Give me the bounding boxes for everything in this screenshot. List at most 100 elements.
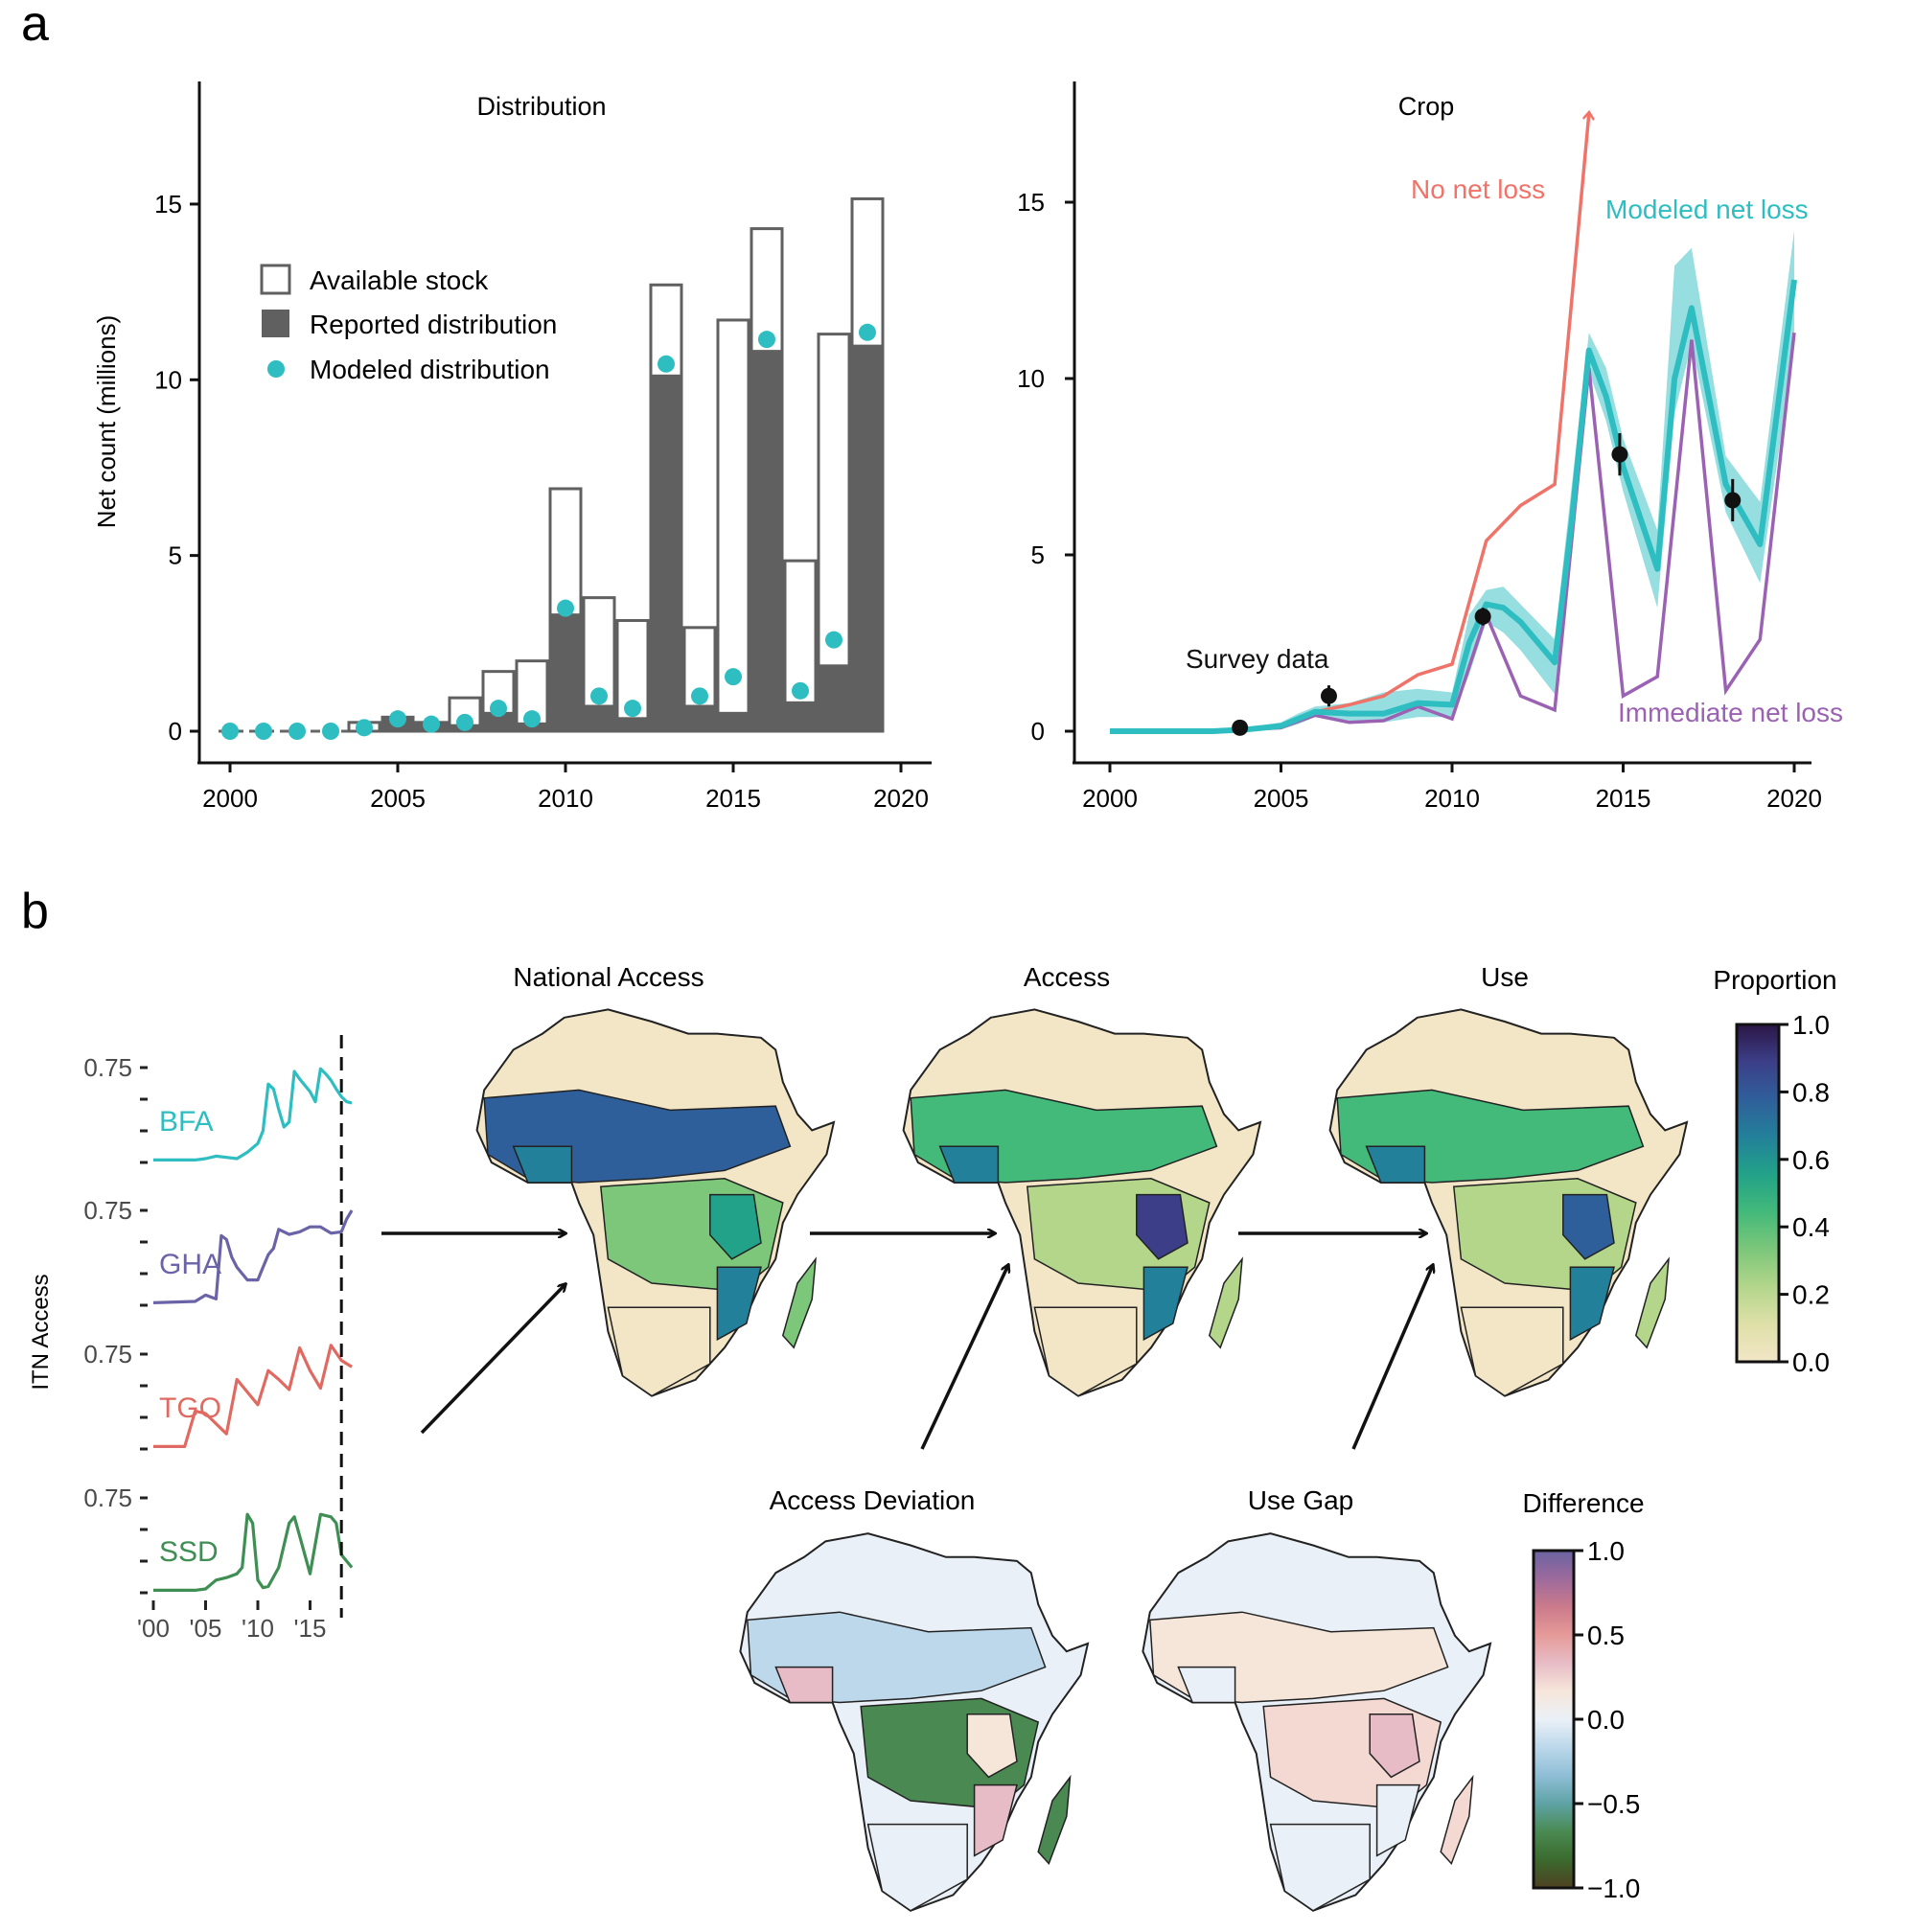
available-stock-bar [716,318,750,733]
annotation-modeled-net-loss: Modeled net loss [1605,195,1809,224]
legend-swatch-available-stock [260,264,291,295]
region-west-coast [938,1145,1000,1184]
colorbar-difference-tick-label: 0.5 [1587,1621,1625,1650]
flow-arrows [381,1233,1433,1450]
madagascar [1634,1256,1670,1349]
ts-y-label: ITN Access [28,1274,54,1390]
distribution-chart: Distribution Net count (millions) 0 5 10 15… [92,81,932,813]
region-east [966,1714,1018,1779]
region-southern [866,1823,968,1912]
colorbar-difference-tick-label: 0.0 [1587,1705,1625,1735]
crop-y-tick-label: 15 [1017,188,1045,217]
reported-distribution-bar [819,664,848,731]
annotation-immediate-net-loss: Immediate net loss [1618,698,1843,727]
ts-line-ssd [153,1512,354,1592]
reported-distribution-bar [484,711,513,731]
crop-title: Crop [1398,92,1455,121]
map-use [1328,1008,1689,1397]
modeled-distribution-point [322,723,339,740]
panel-label-a: a [21,0,49,52]
ts-x-tick-label: '15 [294,1614,327,1643]
survey-data-point [1724,492,1742,509]
reported-distribution-bar [853,344,882,731]
colorbar-difference-title: Difference [1522,1488,1644,1518]
reported-distribution-bar [652,374,681,731]
ts-line-bfa [153,1067,353,1162]
dist-y-tick-label: 5 [169,541,182,570]
region-southern [1033,1306,1138,1397]
colorbar-proportion-tick-label: 0.6 [1792,1145,1830,1175]
madagascar [1440,1774,1474,1866]
modeled-distribution-point [825,631,842,649]
legend-swatch-modeled-distribution [267,360,285,378]
dist-x-tick-label: 2005 [370,784,426,813]
survey-data-point [1320,687,1337,704]
map-title-national-access: National Access [513,962,704,992]
reported-distribution-bar [551,613,580,731]
modeled-distribution-point [221,723,239,740]
colorbar-difference-tick-label: 1.0 [1587,1536,1625,1566]
crop-x-tick-label: 2010 [1424,784,1480,813]
modeled-distribution-point [859,323,876,341]
crop-x-tick-label: 2005 [1254,784,1309,813]
panel-label-b: b [21,884,49,939]
crop-y-tick-label: 0 [1031,717,1045,746]
region-east [1136,1193,1188,1260]
reported-distribution-bar [786,701,815,731]
ts-country-label-gha: GHA [159,1249,221,1280]
modeled-distribution-point [389,710,406,728]
region-southeast [973,1783,1018,1857]
ts-y-tick-label: 0.75 [83,1484,132,1512]
reported-distribution-bar [685,704,714,731]
map-national-access [475,1008,836,1397]
immediate-net-loss-line [1110,333,1796,733]
reported-distribution-bar [752,350,781,731]
region-southeast [1375,1783,1420,1857]
reported-distribution-bar [719,711,748,731]
modeled-net-loss-line [1110,279,1797,734]
modeled-distribution-point [557,599,574,617]
modeled-distribution-point [423,715,440,733]
region-west-coast [774,1666,834,1704]
map-access [902,1008,1262,1397]
colorbar-proportion-tick-label: 0.0 [1792,1347,1830,1377]
colorbar-proportion-bar [1735,1023,1781,1364]
region-southern [1460,1306,1564,1397]
colorbar-difference-tick-label: −1.0 [1587,1874,1640,1903]
modeled-distribution-point [691,687,708,705]
ts-line-tgo [153,1344,353,1448]
crop-y-tick-label: 10 [1017,364,1045,393]
dist-title: Distribution [476,92,606,121]
dist-y-tick-label: 0 [169,717,182,746]
ts-y-tick-label: 0.75 [83,1053,132,1082]
crop-x-tick-label: 2015 [1596,784,1651,813]
dist-x-tick-label: 2015 [705,784,761,813]
colorbar-difference: Difference 1.0 0.5 0.0 −0.5 −1.0 [1522,1488,1644,1903]
legend-label-available-stock: Available stock [310,265,489,295]
legend-swatch-reported-distribution [262,310,289,337]
survey-data-point [1232,719,1249,736]
dist-legend: Available stock Reported distribution Mo… [260,264,557,384]
colorbar-proportion-tick-label: 1.0 [1792,1010,1830,1040]
colorbar-proportion-tick-label: 0.8 [1792,1077,1830,1107]
colorbar-difference-tick-label: −0.5 [1587,1789,1640,1819]
madagascar [781,1256,817,1349]
colorbar-proportion-title: Proportion [1713,965,1836,995]
modeled-distribution-point [255,723,272,740]
ts-country-label-ssd: SSD [159,1536,219,1568]
modeled-distribution-point [523,710,541,728]
colorbar-proportion-tick-label: 0.2 [1792,1280,1830,1310]
region-southeast [716,1266,762,1342]
colorbar-difference-bar [1532,1549,1576,1890]
itn-access-timeseries: ITN Access 0.75BFA0.75GHA0.75TGO0.75SSD … [28,1035,354,1643]
modeled-distribution-point [590,687,608,705]
reported-distribution-bar [585,704,613,731]
region-west-coast [1365,1145,1426,1184]
modeled-distribution-point [792,681,809,700]
arrow-deviation-to-access [920,1265,1008,1450]
dist-x-tick-label: 2010 [538,784,593,813]
region-west-coast [1177,1666,1236,1704]
crop-x-tick-label: 2000 [1082,784,1138,813]
survey-data-point [1474,608,1491,625]
crop-x-tick-label: 2020 [1766,784,1822,813]
